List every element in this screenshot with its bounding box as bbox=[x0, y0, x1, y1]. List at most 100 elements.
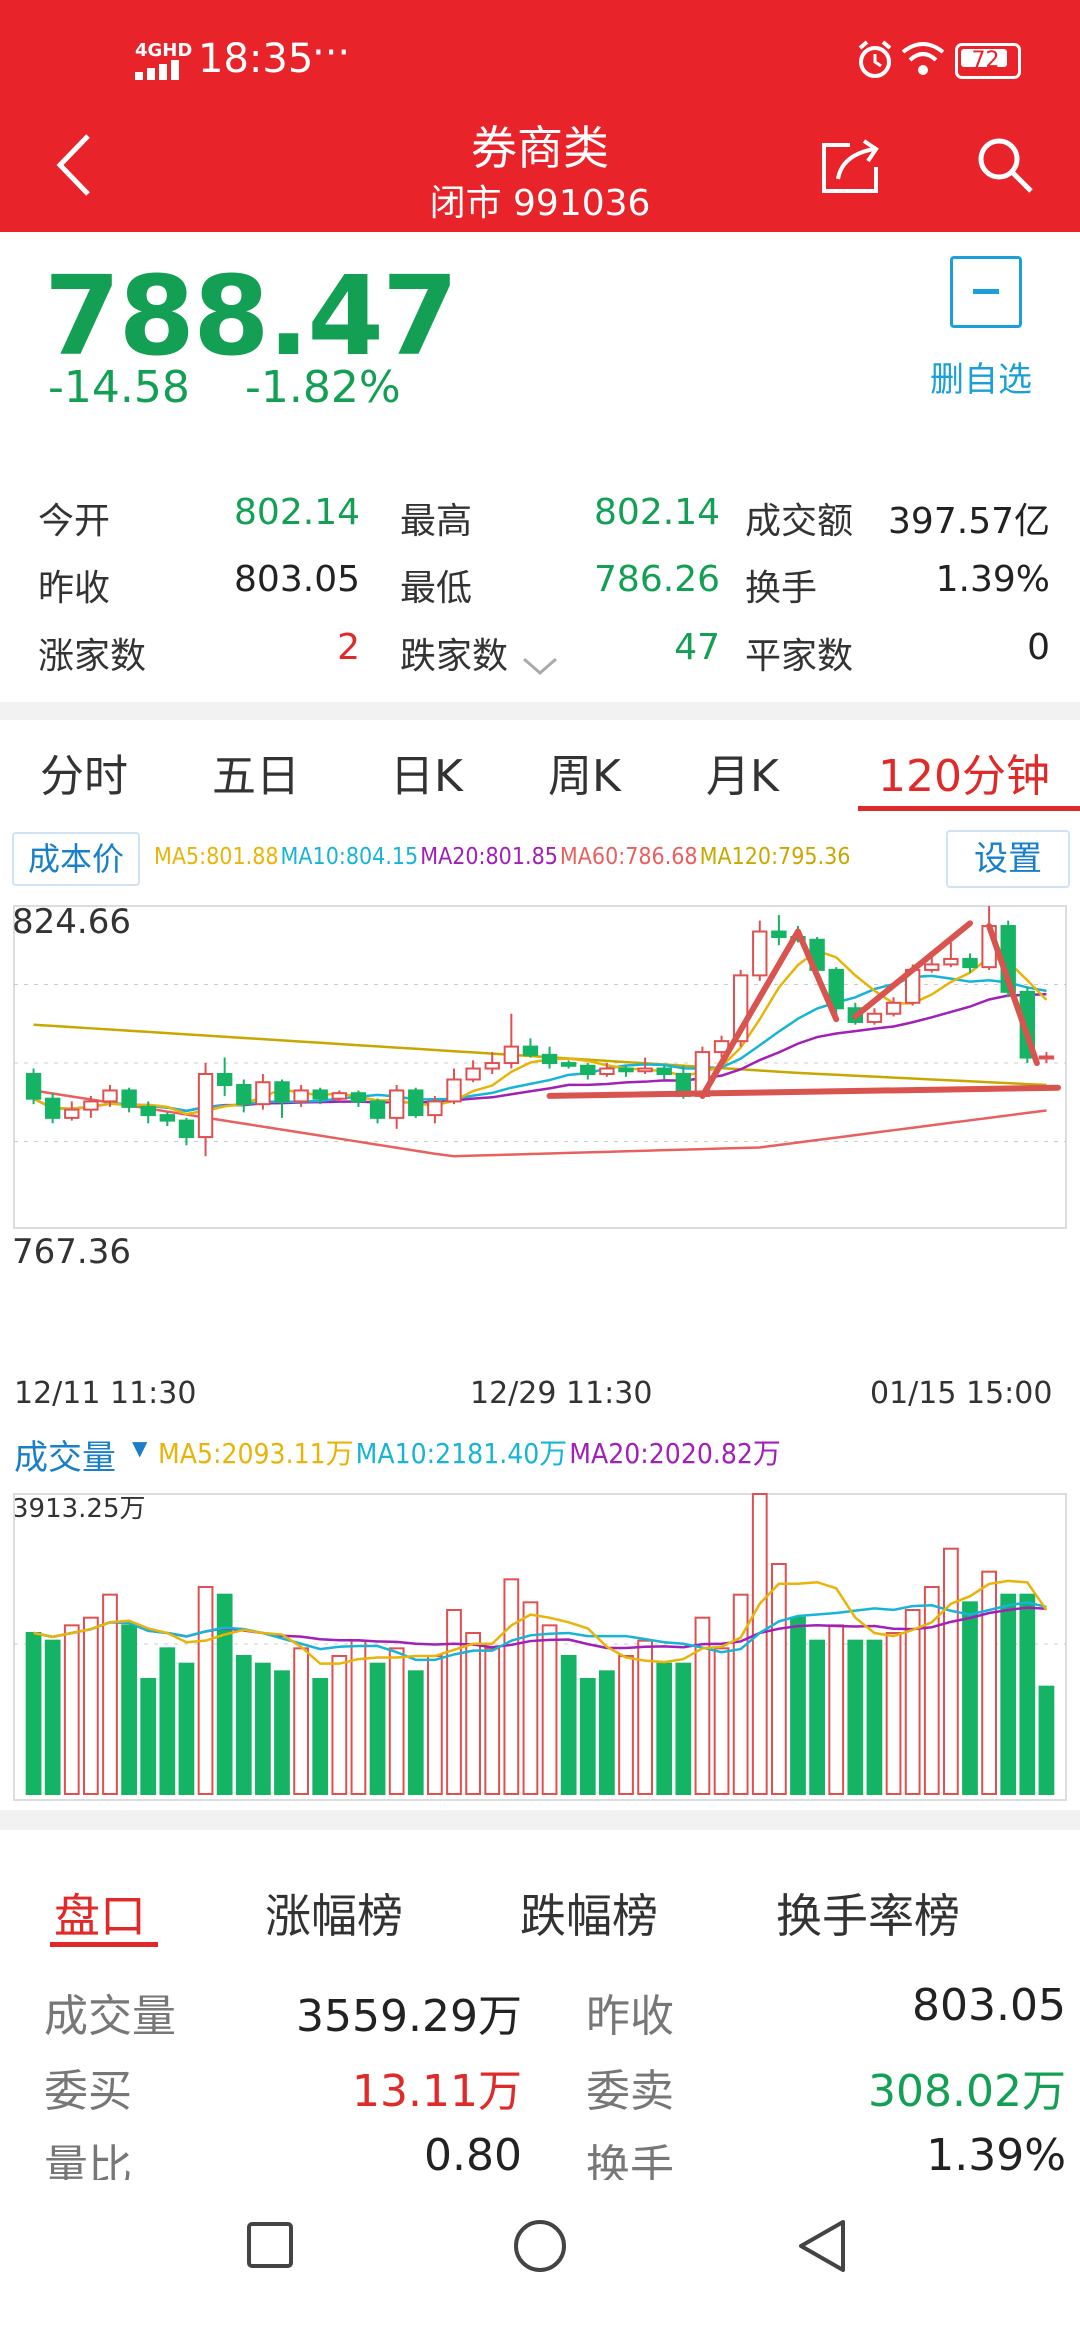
candle-body bbox=[943, 957, 959, 966]
tab-1[interactable]: 五日 bbox=[212, 751, 300, 802]
x-label-start: 12/11 11:30 bbox=[14, 1376, 197, 1411]
ma-legend-item: MA20:801.85 bbox=[420, 844, 558, 870]
stat-label: 平家数 bbox=[745, 636, 854, 677]
candle-body bbox=[618, 1067, 634, 1073]
bottom-tab-0[interactable]: 盘口 bbox=[54, 1889, 146, 1943]
x-label-mid: 12/29 11:30 bbox=[470, 1376, 653, 1411]
tab-3[interactable]: 周K bbox=[548, 751, 621, 802]
volume-bar bbox=[1000, 1593, 1017, 1795]
bottom-tab-3[interactable]: 换手率榜 bbox=[776, 1889, 960, 1943]
candle-body bbox=[312, 1089, 328, 1100]
volume-bar bbox=[350, 1639, 367, 1795]
candle-body bbox=[293, 1089, 309, 1103]
stat-value: 802.14 bbox=[234, 492, 360, 533]
candle-body bbox=[752, 930, 768, 977]
recent-apps-icon[interactable] bbox=[245, 2220, 295, 2270]
price-change: -14.58 bbox=[48, 362, 190, 413]
battery-level: 72 bbox=[971, 48, 1000, 73]
candle-body bbox=[197, 1073, 214, 1139]
volume-bar bbox=[599, 1670, 615, 1796]
volume-bar bbox=[981, 1570, 997, 1795]
candle-body bbox=[369, 1100, 386, 1119]
search-icon[interactable] bbox=[975, 135, 1035, 195]
candle-body bbox=[236, 1083, 252, 1106]
tab-0[interactable]: 分时 bbox=[40, 751, 128, 802]
back-icon[interactable] bbox=[50, 130, 100, 200]
remove-favorite-label[interactable]: 删自选 bbox=[930, 360, 1032, 400]
stat-value: 802.14 bbox=[594, 492, 720, 533]
volume-bar bbox=[866, 1639, 883, 1795]
volume-bar bbox=[637, 1639, 653, 1795]
stat-label: 今开 bbox=[38, 501, 111, 542]
tab-4[interactable]: 月K bbox=[706, 751, 779, 802]
volume-chart[interactable] bbox=[0, 1480, 1080, 1810]
volume-bar bbox=[293, 1647, 309, 1795]
panel-value: 803.05 bbox=[912, 1980, 1066, 2031]
candle-body bbox=[541, 1053, 558, 1065]
share-icon[interactable] bbox=[820, 135, 880, 195]
expand-chevron-icon[interactable] bbox=[522, 657, 558, 677]
home-icon[interactable] bbox=[512, 2218, 568, 2274]
volume-bar bbox=[943, 1547, 959, 1795]
candle-body bbox=[771, 930, 787, 939]
candle-body bbox=[83, 1100, 99, 1111]
volume-bar bbox=[427, 1655, 443, 1795]
kline-chart[interactable] bbox=[0, 898, 1080, 1278]
volume-bar bbox=[255, 1662, 271, 1795]
active-tab-underline bbox=[858, 806, 1080, 811]
stat-label: 最低 bbox=[400, 568, 473, 609]
volume-bar bbox=[484, 1647, 501, 1795]
period-tabs: 分时 五日 日K 周K 月K 120分钟 bbox=[0, 720, 1080, 820]
candle-body bbox=[599, 1067, 615, 1076]
remove-favorite-icon[interactable] bbox=[950, 256, 1022, 328]
volume-bar bbox=[847, 1639, 864, 1795]
bottom-tab-1[interactable]: 涨幅榜 bbox=[265, 1889, 403, 1943]
ma-legend-item: MA120:795.36 bbox=[699, 844, 851, 870]
volume-bar bbox=[83, 1616, 99, 1795]
candle-body bbox=[560, 1062, 577, 1067]
stat-label: 涨家数 bbox=[38, 636, 147, 677]
candle-body bbox=[331, 1092, 348, 1100]
volume-bar bbox=[541, 1624, 558, 1795]
settings-button[interactable]: 设置 bbox=[946, 830, 1070, 888]
cost-price-button[interactable]: 成本价 bbox=[12, 832, 140, 886]
volume-bar bbox=[369, 1662, 386, 1795]
candle-body bbox=[25, 1073, 42, 1100]
panel-value: 308.02万 bbox=[868, 2066, 1066, 2117]
bottom-tab-2[interactable]: 跌幅榜 bbox=[520, 1889, 658, 1943]
current-price: 788.47 bbox=[44, 252, 458, 380]
candle-body bbox=[102, 1089, 118, 1103]
candle-body bbox=[637, 1067, 653, 1073]
ma120-line bbox=[33, 1023, 1047, 1087]
candle-body bbox=[446, 1078, 462, 1103]
back-nav-icon[interactable] bbox=[795, 2218, 851, 2274]
volume-bar bbox=[465, 1632, 481, 1795]
tab-5[interactable]: 120分钟 bbox=[878, 751, 1050, 802]
ma-legend-item: MA5:801.88 bbox=[154, 844, 279, 870]
panel-label: 委卖 bbox=[586, 2066, 674, 2117]
volume-dropdown-icon[interactable]: ▼ bbox=[132, 1436, 148, 1460]
kline-low-label: 767.36 bbox=[12, 1232, 131, 1272]
candle-body bbox=[866, 1012, 883, 1023]
candle-body bbox=[522, 1045, 539, 1056]
tab-2[interactable]: 日K bbox=[390, 751, 463, 802]
volume-bar bbox=[407, 1670, 424, 1796]
stat-label: 跌家数 bbox=[400, 636, 509, 677]
volume-bar bbox=[312, 1678, 329, 1795]
volume-bar bbox=[235, 1655, 252, 1795]
settings-label: 设置 bbox=[974, 839, 1042, 879]
volume-ma-legend: MA5:2093.11万MA10:2181.40万MA20:2020.82万 bbox=[158, 1432, 783, 1472]
volume-bar bbox=[522, 1601, 539, 1795]
page-subtitle: 闭市 991036 bbox=[429, 183, 651, 224]
candle-body bbox=[580, 1064, 596, 1076]
volume-bar bbox=[560, 1655, 577, 1795]
volume-bar bbox=[732, 1593, 749, 1795]
panel-value: 1.39% bbox=[926, 2130, 1066, 2181]
annotation-stroke bbox=[546, 1084, 1061, 1099]
stat-value: 47 bbox=[674, 627, 720, 668]
volume-label: 成交量 bbox=[14, 1438, 116, 1478]
volume-bar bbox=[828, 1624, 845, 1795]
candle-body bbox=[274, 1081, 290, 1103]
volume-bar bbox=[923, 1586, 940, 1795]
battery-icon: 72 bbox=[955, 43, 1021, 79]
